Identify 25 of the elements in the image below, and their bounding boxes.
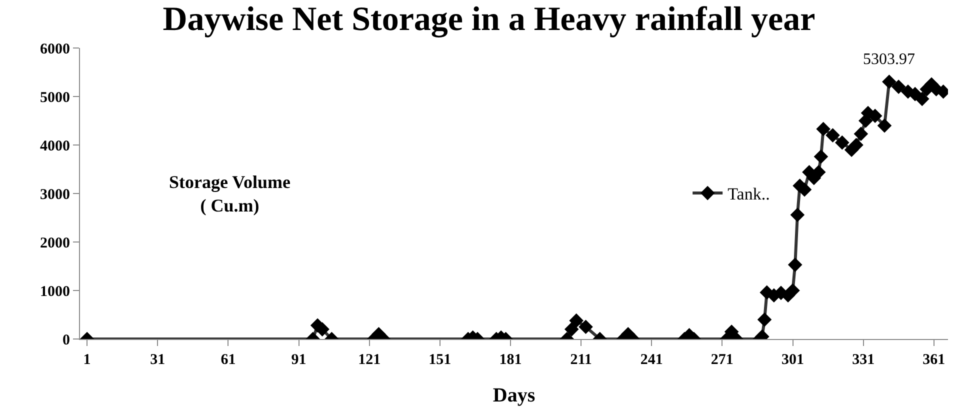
- x-tick-label: 271: [710, 352, 734, 368]
- y-tick-label: 0: [62, 332, 70, 348]
- y-tick-label: 5000: [40, 90, 70, 106]
- annotation: 5303.97: [863, 51, 915, 68]
- x-tick-label: 91: [291, 352, 306, 368]
- x-tick-label: 241: [640, 352, 663, 368]
- x-tick-label: 1: [83, 352, 91, 368]
- x-tick-label: 331: [852, 352, 875, 368]
- x-tick-label: 211: [570, 352, 592, 368]
- y-tick-label: 3000: [40, 186, 70, 203]
- y-tick-label: 1000: [40, 284, 70, 300]
- x-tick-label: 361: [922, 352, 946, 368]
- x-tick-label: 181: [499, 352, 522, 368]
- y-axis-title: Storage Volume ( Cu.m): [169, 172, 291, 216]
- legend-label: Tank..: [728, 184, 770, 204]
- x-tick-label: 151: [428, 352, 452, 368]
- y-tick-label: 4000: [40, 138, 70, 154]
- x-tick-label: 61: [220, 352, 236, 368]
- y-tick-label: 6000: [40, 41, 70, 58]
- x-tick-label: 31: [150, 352, 166, 368]
- y-tick-label: 2000: [40, 235, 70, 252]
- x-tick-label: 121: [358, 352, 381, 368]
- x-axis-title: Days: [492, 384, 536, 406]
- x-tick-label: 301: [782, 352, 804, 368]
- chart-title: Daywise Net Storage in a Heavy rainfall year: [162, 1, 816, 38]
